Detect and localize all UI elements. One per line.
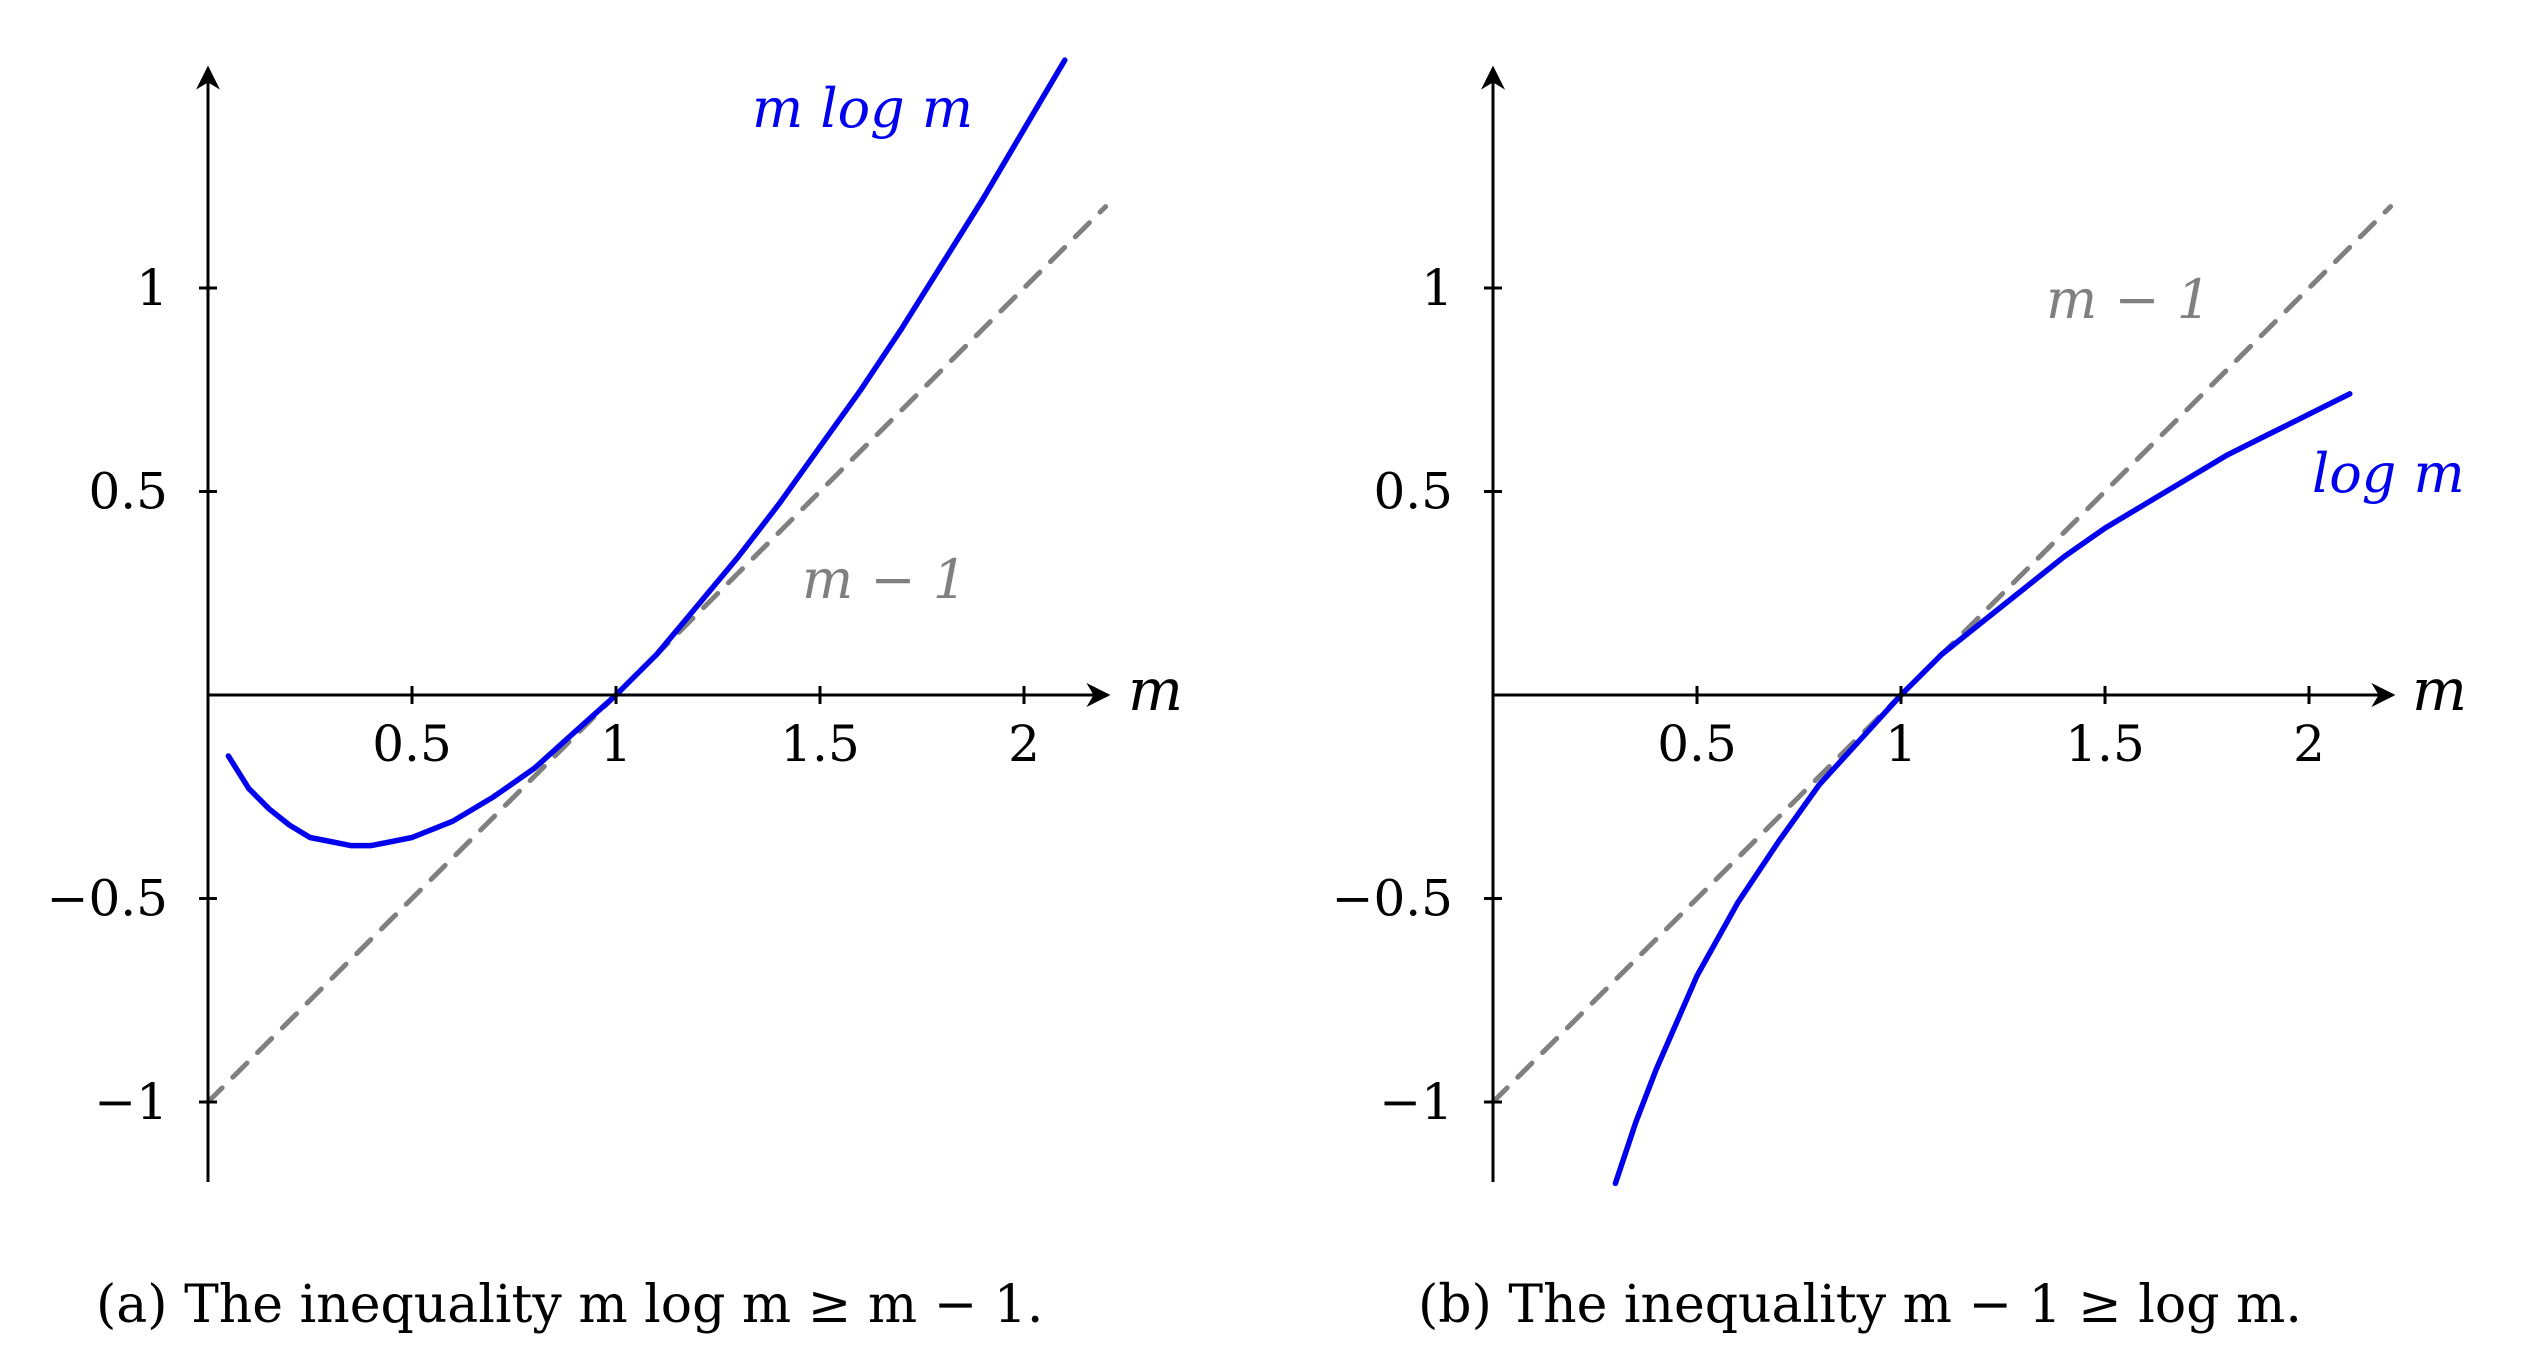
y-tick-label: 0.5 xyxy=(1373,463,1453,521)
series-label-m-minus-1-a: m − 1 xyxy=(802,548,967,611)
axes-a xyxy=(196,65,1111,1182)
x-tick-label: 0.5 xyxy=(372,715,452,773)
y-tick-label: −1 xyxy=(1379,1073,1453,1131)
curve-b-0 xyxy=(1612,391,2353,1187)
x-tick-label: 2 xyxy=(1008,715,1040,773)
y-tick-label: −1 xyxy=(94,1073,168,1131)
x-tick-label: 1 xyxy=(1885,715,1917,773)
chart-panel-a: 0.5 1 1.5 2 1 0.5 −0.5 −1 m log m m − 1 m (a) T… xyxy=(47,57,1183,1335)
curve-a-0 xyxy=(225,57,1068,849)
axes-b xyxy=(1481,65,2396,1182)
curve-layer-a xyxy=(225,57,1068,849)
x-axis-label-a: m xyxy=(1128,656,1183,724)
series-label-m-minus-1-b: m − 1 xyxy=(2046,268,2211,331)
y-tick-label: −0.5 xyxy=(47,870,168,928)
series-label-log-m: log m xyxy=(2312,442,2465,505)
y-tick-label: 0.5 xyxy=(88,463,168,521)
caption-b: (b) The inequality m − 1 ≥ log m. xyxy=(1418,1275,2302,1335)
ticks-a: 0.5 1 1.5 2 1 0.5 −0.5 −1 xyxy=(47,259,1040,1131)
x-tick-label: 1 xyxy=(600,715,632,773)
y-tick-label: −0.5 xyxy=(1332,870,1453,928)
caption-a: (a) The inequality m log m ≥ m − 1. xyxy=(96,1275,1043,1335)
chart-panel-b: 0.5 1 1.5 2 1 0.5 −0.5 −1 m − 1 log m m (b) The… xyxy=(1332,65,2467,1335)
series-label-m-log-m: m log m xyxy=(752,77,973,140)
x-axis-label-b: m xyxy=(2412,656,2467,724)
x-tick-label: 1.5 xyxy=(780,715,860,773)
curve-layer-b xyxy=(1612,391,2353,1187)
y-tick-label: 1 xyxy=(1421,259,1453,317)
x-tick-label: 1.5 xyxy=(2065,715,2145,773)
y-tick-label: 1 xyxy=(136,259,168,317)
x-tick-label: 2 xyxy=(2293,715,2325,773)
ticks-b: 0.5 1 1.5 2 1 0.5 −0.5 −1 xyxy=(1332,259,2325,1131)
x-tick-label: 0.5 xyxy=(1657,715,1737,773)
